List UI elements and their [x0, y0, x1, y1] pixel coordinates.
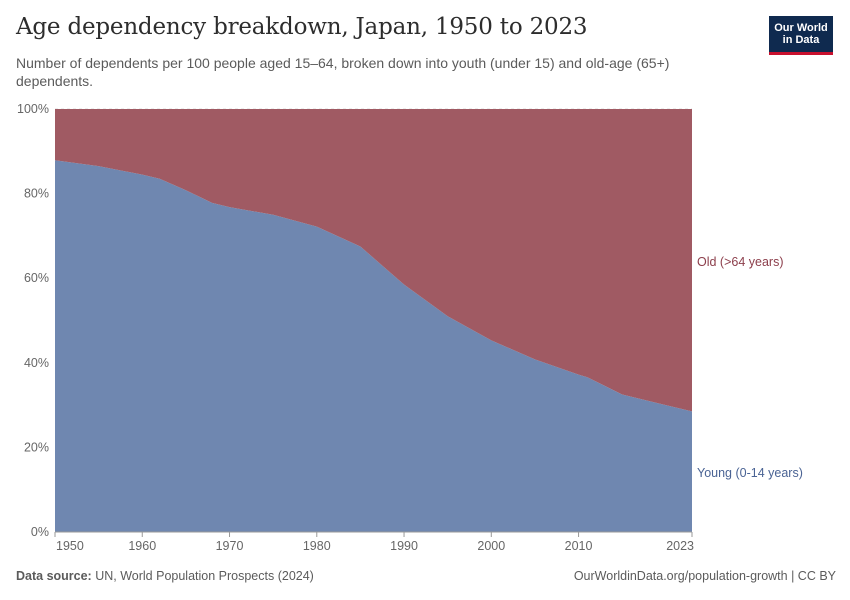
data-source-text: UN, World Population Prospects (2024)	[95, 569, 314, 583]
chart-areas	[55, 109, 692, 532]
y-axis: 0% 20% 40% 60% 80% 100%	[17, 102, 49, 539]
series-labels: Old (>64 years) Young (0-14 years)	[697, 255, 803, 480]
x-tick-label: 2023	[666, 539, 694, 553]
y-tick-label: 40%	[24, 356, 49, 370]
logo-line-1: Our World	[774, 22, 828, 34]
y-tick-label: 80%	[24, 187, 49, 201]
footer-url[interactable]: OurWorldinData.org/population-growth | C…	[573, 569, 836, 583]
y-tick-label: 60%	[24, 271, 49, 285]
x-tick-label: 1960	[128, 539, 156, 553]
area-old[interactable]	[55, 109, 692, 412]
series-label-old: Old (>64 years)	[697, 255, 784, 269]
data-source: Data source: UN, World Population Prospe…	[16, 569, 314, 583]
chart-subtitle: Number of dependents per 100 people aged…	[16, 55, 670, 89]
x-tick-label: 1980	[303, 539, 331, 553]
owid-logo[interactable]: Our World in Data	[769, 16, 833, 55]
series-label-young: Young (0-14 years)	[697, 466, 803, 480]
area-young[interactable]	[55, 160, 692, 532]
logo-line-2: in Data	[782, 34, 820, 46]
x-tick-label: 1950	[56, 539, 84, 553]
x-axis: 1950 1960 1970 1980 1990 2000 2010 2023	[54, 531, 694, 553]
x-tick-label: 1990	[390, 539, 418, 553]
y-tick-label: 100%	[17, 102, 49, 116]
data-source-label: Data source:	[16, 569, 92, 583]
x-tick-label: 2010	[565, 539, 593, 553]
y-tick-label: 20%	[24, 440, 49, 454]
y-tick-label: 0%	[31, 525, 49, 539]
x-tick-label: 2000	[477, 539, 505, 553]
x-tick-label: 1970	[216, 539, 244, 553]
chart-title: Age dependency breakdown, Japan, 1950 to…	[16, 14, 588, 40]
